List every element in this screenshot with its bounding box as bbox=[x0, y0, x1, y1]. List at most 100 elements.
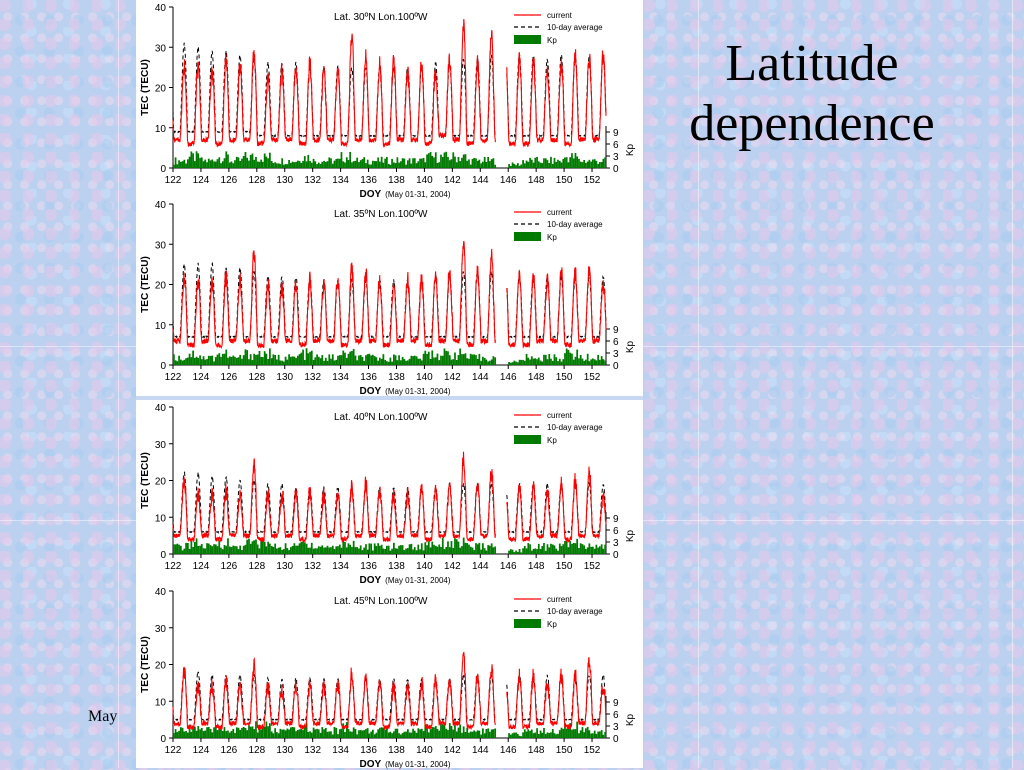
kp-tick-label: 6 bbox=[613, 710, 619, 721]
kp-bar bbox=[345, 547, 348, 554]
kp-bar bbox=[546, 732, 549, 738]
kp-bar bbox=[351, 546, 353, 554]
kp-bar bbox=[344, 162, 346, 168]
kp-bar bbox=[585, 549, 587, 554]
kp-bar bbox=[434, 726, 437, 738]
kp-bar bbox=[316, 164, 318, 168]
kp-bar bbox=[333, 160, 336, 168]
x-tick-label: 150 bbox=[556, 745, 573, 756]
kp-bar bbox=[251, 541, 254, 554]
kp-bar bbox=[469, 164, 472, 168]
kp-bar bbox=[173, 544, 175, 554]
kp-bar bbox=[317, 729, 320, 738]
kp-bar bbox=[256, 161, 259, 168]
kp-bar bbox=[546, 359, 549, 365]
kp-bar bbox=[405, 360, 407, 365]
kp-bar bbox=[253, 353, 256, 365]
kp-bar bbox=[476, 730, 479, 738]
kp-bar bbox=[269, 152, 271, 168]
kp-bar bbox=[462, 537, 465, 554]
kp-bar bbox=[190, 541, 193, 554]
kp-bar bbox=[379, 357, 381, 365]
kp-bar bbox=[537, 734, 540, 738]
kp-bar bbox=[443, 348, 446, 365]
kp-bar bbox=[207, 158, 210, 168]
kp-bar bbox=[543, 542, 545, 554]
kp-bar bbox=[265, 353, 268, 365]
kp-bar bbox=[412, 549, 414, 554]
kp-bar bbox=[190, 731, 193, 738]
kp-bar bbox=[490, 543, 493, 554]
kp-bar bbox=[270, 731, 273, 738]
kp-bar bbox=[183, 359, 186, 365]
x-axis-label: DOY (May 01-31, 2004) bbox=[360, 189, 451, 200]
legend-current-label: current bbox=[547, 11, 573, 20]
kp-bar bbox=[234, 356, 236, 365]
kp-bar bbox=[557, 733, 559, 738]
kp-bar bbox=[445, 547, 448, 554]
kp-bar bbox=[536, 728, 538, 738]
kp-bar bbox=[380, 358, 383, 365]
kp-bar bbox=[508, 550, 510, 554]
kp-bar bbox=[365, 163, 367, 168]
kp-bar bbox=[263, 153, 266, 168]
x-tick-label: 132 bbox=[304, 372, 321, 383]
kp-bar bbox=[230, 357, 233, 365]
kp-bar bbox=[450, 159, 453, 168]
kp-bar bbox=[551, 163, 554, 168]
kp-bar bbox=[293, 543, 296, 554]
kp-bar bbox=[190, 357, 193, 365]
kp-bar bbox=[214, 357, 217, 365]
panel-separator bbox=[136, 396, 643, 401]
kp-bar bbox=[242, 727, 245, 738]
kp-bar bbox=[429, 547, 432, 554]
y-axis-label: TEC (TECU) bbox=[140, 59, 151, 116]
kp-bar bbox=[337, 546, 339, 554]
kp-bar bbox=[331, 734, 334, 738]
kp-bar bbox=[265, 546, 268, 554]
kp-bar bbox=[586, 726, 589, 738]
kp-bar bbox=[599, 546, 601, 554]
kp-bar bbox=[592, 733, 594, 738]
kp-bar bbox=[473, 730, 476, 738]
kp-bar bbox=[384, 158, 387, 168]
x-tick-label: 138 bbox=[388, 745, 405, 756]
kp-bar bbox=[599, 359, 601, 365]
kp-bar bbox=[567, 724, 570, 738]
kp-bar bbox=[447, 730, 449, 738]
kp-bar bbox=[314, 729, 317, 738]
y-tick-label: 0 bbox=[160, 734, 166, 745]
kp-bar bbox=[464, 353, 467, 365]
kp-bar bbox=[541, 546, 544, 554]
kp-bar bbox=[394, 163, 397, 168]
kp-bar bbox=[436, 353, 439, 365]
kp-bar bbox=[372, 354, 374, 365]
kp-bar bbox=[377, 157, 380, 168]
kp-bar bbox=[401, 733, 404, 738]
x-tick-label: 128 bbox=[248, 372, 265, 383]
kp-bar bbox=[345, 357, 348, 365]
kp-bar bbox=[185, 731, 187, 738]
x-tick-label: 146 bbox=[500, 745, 517, 756]
kp-bar bbox=[462, 154, 465, 168]
kp-bar bbox=[422, 550, 425, 554]
kp-bar bbox=[527, 357, 530, 365]
kp-bar bbox=[235, 156, 238, 168]
kp-bar bbox=[188, 353, 191, 365]
kp-bar bbox=[457, 355, 460, 365]
kp-bar bbox=[218, 726, 221, 738]
kp-bar bbox=[429, 359, 432, 365]
kp-bar bbox=[393, 162, 395, 168]
kp-bar bbox=[441, 355, 444, 365]
kp-bar bbox=[286, 548, 289, 554]
kp-bar bbox=[387, 545, 390, 554]
kp-bar bbox=[265, 721, 268, 738]
kp-bar bbox=[459, 161, 462, 168]
kp-bar bbox=[410, 732, 413, 738]
kp-bar bbox=[242, 545, 245, 554]
kp-bar bbox=[529, 359, 531, 365]
kp-bar bbox=[583, 545, 586, 554]
kp-bar bbox=[194, 161, 196, 168]
kp-bar bbox=[176, 732, 179, 738]
